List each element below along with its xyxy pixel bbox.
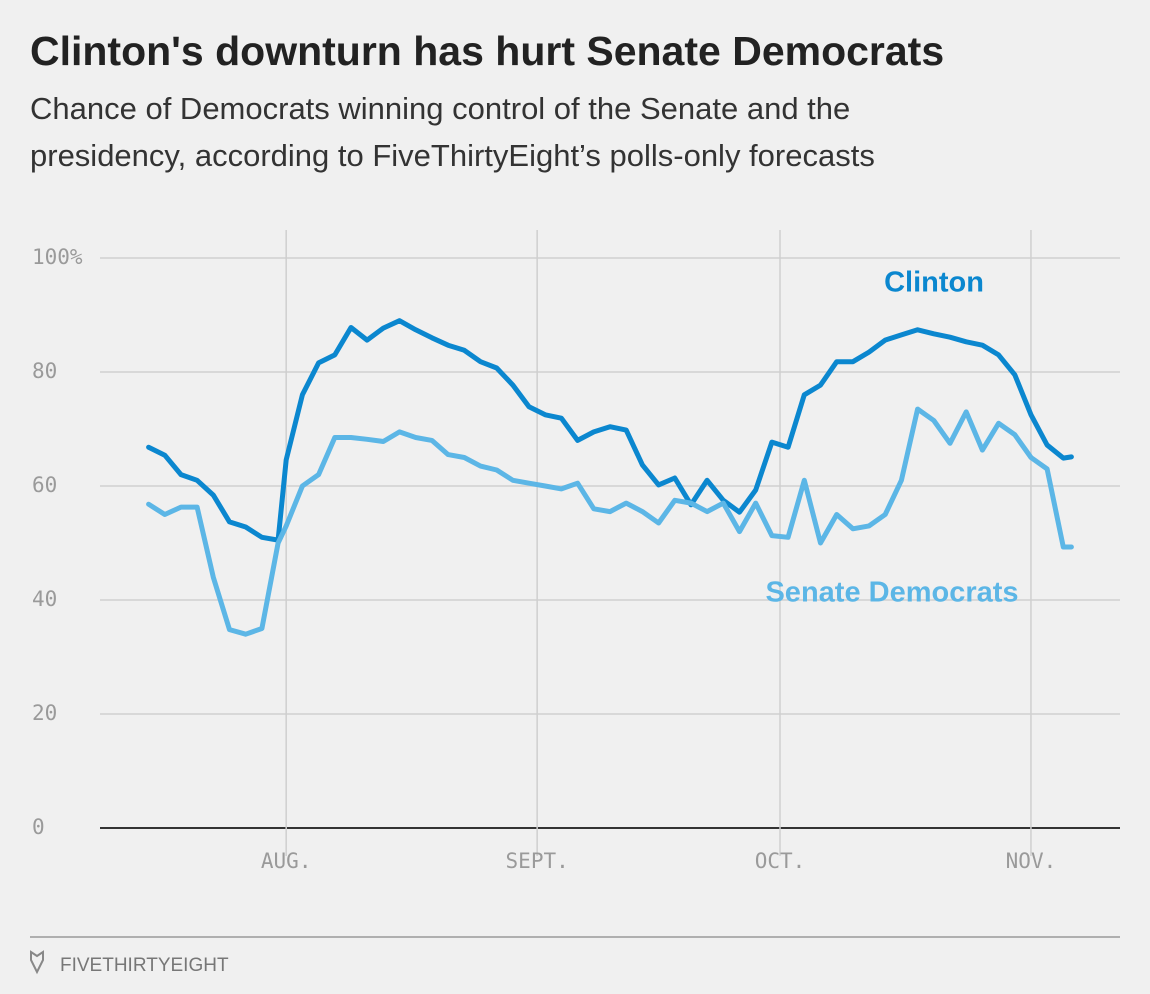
line-series (146, 318, 1074, 543)
y-tick-label: 0 (32, 815, 45, 839)
y-tick-label: 20 (32, 701, 57, 725)
y-tick-label: 40 (32, 587, 57, 611)
x-tick-label: NOV. (1006, 849, 1057, 873)
y-tick-label: 100% (32, 245, 83, 269)
chart-subtitle: presidency, according to FiveThirtyEight… (30, 138, 875, 173)
x-tick-label: AUG. (261, 849, 312, 873)
footer: FIVETHIRTYEIGHT (60, 955, 229, 976)
y-tick-label: 60 (32, 473, 57, 497)
x-tick-label: OCT. (755, 849, 806, 873)
series-label: Clinton (884, 267, 984, 299)
series-label: Senate Democrats (765, 577, 1018, 609)
chart-subtitle: Chance of Democrats winning control of t… (30, 91, 850, 126)
chart-title: Clinton's downturn has hurt Senate Democ… (30, 28, 944, 74)
y-tick-label: 80 (32, 359, 57, 383)
x-tick-label: SEPT. (506, 849, 569, 873)
line-series (146, 406, 1074, 637)
logo (30, 950, 44, 975)
